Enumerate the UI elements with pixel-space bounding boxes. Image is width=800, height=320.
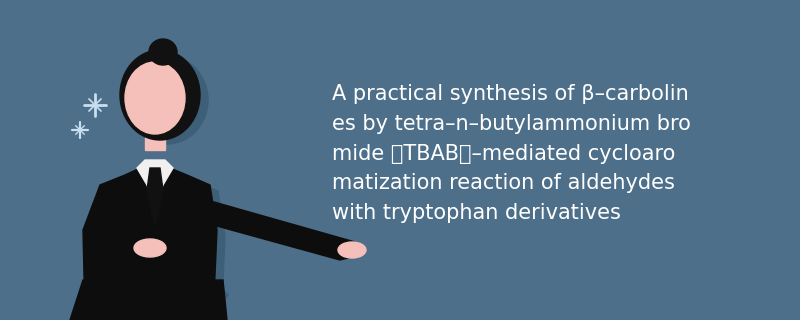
Ellipse shape xyxy=(126,56,208,144)
Ellipse shape xyxy=(134,239,166,257)
Bar xyxy=(145,130,165,150)
Ellipse shape xyxy=(125,62,185,134)
Ellipse shape xyxy=(149,39,177,65)
Polygon shape xyxy=(70,280,227,320)
Ellipse shape xyxy=(338,242,366,258)
Text: A practical synthesis of β–carbolin
es by tetra–n–butylammonium bro
mide （TBAB）–: A practical synthesis of β–carbolin es b… xyxy=(332,84,691,223)
Polygon shape xyxy=(147,168,163,225)
Polygon shape xyxy=(83,168,217,320)
Ellipse shape xyxy=(98,284,228,306)
Ellipse shape xyxy=(120,50,200,140)
Ellipse shape xyxy=(121,51,199,139)
Polygon shape xyxy=(91,174,225,320)
Polygon shape xyxy=(175,195,360,260)
Polygon shape xyxy=(137,160,173,210)
